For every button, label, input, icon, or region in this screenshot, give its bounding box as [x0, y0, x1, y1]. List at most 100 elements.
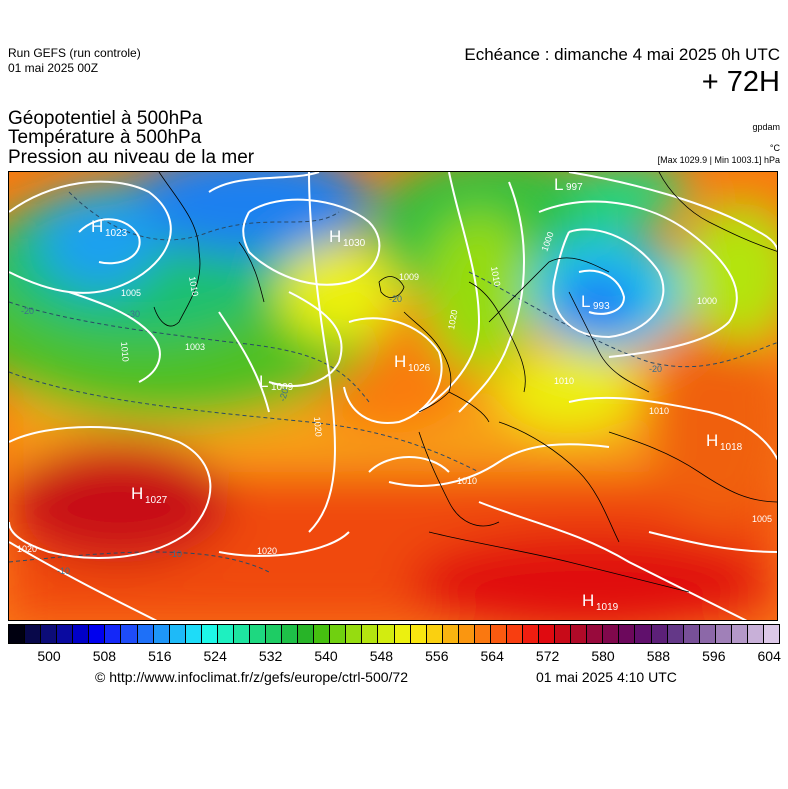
- center-letter-l-4: L: [581, 292, 590, 311]
- isotherm-value-labels: -20 -20 -20 -30 -10 -10 -20: [21, 294, 662, 576]
- isotherms: [9, 191, 777, 573]
- generation-time: 01 mai 2025 4:10 UTC: [536, 669, 677, 685]
- colorbar-swatch: [683, 625, 700, 643]
- isobar-label: 1020: [17, 544, 37, 554]
- coastlines: [153, 172, 777, 593]
- run-model: Run GEFS (run controle): [8, 46, 141, 60]
- colorbar-swatch: [233, 625, 250, 643]
- colorbar-swatch: [763, 625, 779, 643]
- isotherm-label: -20: [21, 306, 34, 316]
- center-letter-h-7: H: [131, 484, 143, 503]
- slp-range: [Max 1029.9 | Min 1003.1] hPa: [657, 155, 780, 165]
- colorbar-swatch: [25, 625, 42, 643]
- isobar-label: 1009: [399, 272, 419, 282]
- colorbar-swatch: [490, 625, 507, 643]
- colorbar-swatch: [73, 625, 90, 643]
- center-value-1: 1023: [105, 228, 128, 239]
- colorbar-swatch: [474, 625, 491, 643]
- colorbar-swatch: [587, 625, 604, 643]
- center-letter-h-2: H: [329, 227, 341, 246]
- center-letter-h-1: H: [91, 217, 103, 236]
- colorbar-swatch: [539, 625, 556, 643]
- colorbar-swatch: [394, 625, 411, 643]
- colorbar-swatch: [121, 625, 138, 643]
- colorbar-tick-label: 604: [757, 648, 781, 664]
- center-value-4: 993: [593, 301, 610, 312]
- colorbar-tick-label: 596: [702, 648, 726, 664]
- colorbar-swatch: [249, 625, 266, 643]
- isobar-label: 1020: [446, 309, 459, 330]
- colorbar-tick-label: 516: [148, 648, 172, 664]
- isobar-label: 1005: [752, 514, 772, 524]
- pressure-center-high: H 1018: [706, 431, 743, 453]
- title-temperature: Température à 500hPa: [8, 127, 202, 148]
- weather-map-svg: H 1023 H 1030 L 997 L 993 L 1009 H 1026: [9, 172, 777, 620]
- colorbar-swatch: [169, 625, 186, 643]
- colorbar: [8, 624, 780, 644]
- colorbar-tick-label: 500: [37, 648, 61, 664]
- isobar-label: 1020: [257, 546, 277, 556]
- colorbar-swatch: [298, 625, 315, 643]
- run-date: 01 mai 2025 00Z: [8, 61, 99, 75]
- valid-time: Echéance : dimanche 4 mai 2025 0h UTC: [464, 45, 780, 64]
- isobar-label: 1020: [312, 416, 324, 437]
- isobar-label: 1010: [649, 406, 669, 416]
- isotherm-label: -10: [169, 549, 182, 559]
- unit-geopotential: gpdam: [752, 122, 780, 132]
- center-letter-h-6: H: [394, 352, 406, 371]
- colorbar-swatch: [282, 625, 299, 643]
- colorbar-swatch: [137, 625, 154, 643]
- colorbar-swatch: [523, 625, 540, 643]
- center-value-6: 1026: [408, 363, 431, 374]
- source-url[interactable]: © http://www.infoclimat.fr/z/gefs/europe…: [95, 669, 409, 685]
- center-value-8: 1018: [720, 442, 743, 453]
- isotherm-label: -20: [277, 387, 290, 402]
- center-value-9: 1019: [596, 602, 619, 613]
- colorbar-tick-label: 548: [369, 648, 394, 664]
- isotherm-label: -30: [127, 309, 140, 319]
- colorbar-swatch: [619, 625, 636, 643]
- isobar-label: 1000: [697, 296, 717, 306]
- colorbar-swatch: [41, 625, 58, 643]
- colorbar-swatch: [747, 625, 764, 643]
- isobar-label: 1010: [489, 266, 502, 287]
- colorbar-swatch: [9, 625, 26, 643]
- geopotential-field: [9, 172, 777, 620]
- colorbar-tick-labels: 500 508 516 524 532 540 548 556 564 572 580 588 596 6…: [8, 648, 781, 666]
- pressure-center-high: H 1030: [329, 227, 366, 249]
- colorbar-swatch: [410, 625, 427, 643]
- colorbar-swatch: [458, 625, 475, 643]
- colorbar-swatch: [362, 625, 379, 643]
- colorbar-swatch: [314, 625, 331, 643]
- colorbar-tick-label: 508: [92, 648, 117, 664]
- colorbar-swatch: [555, 625, 572, 643]
- colorbar-swatch: [699, 625, 716, 643]
- colorbar-swatch: [635, 625, 652, 643]
- colorbar-swatch: [89, 625, 106, 643]
- colorbar-tick-label: 580: [591, 648, 615, 664]
- center-letter-h-8: H: [706, 431, 718, 450]
- isobars: [9, 172, 777, 620]
- isobar-label: 1010: [187, 276, 200, 297]
- center-value-7: 1027: [145, 495, 168, 506]
- center-letter-l-5: L: [259, 372, 268, 391]
- pressure-center-high: H 1027: [131, 484, 168, 506]
- colorbar-swatch: [715, 625, 732, 643]
- colorbar-swatch: [330, 625, 347, 643]
- colorbar-tick-label: 572: [535, 648, 560, 664]
- pressure-center-high: H 1019: [582, 591, 619, 613]
- pressure-center-low: L 993: [581, 292, 610, 312]
- colorbar-tick-label: 540: [314, 648, 338, 664]
- pressure-center-high: H 1023: [91, 217, 128, 239]
- colorbar-swatch: [731, 625, 748, 643]
- title-geopotential: Géopotentiel à 500hPa: [8, 108, 203, 129]
- isobar-label: 1003: [185, 342, 205, 352]
- colorbar-tick-label: 588: [646, 648, 671, 664]
- colorbar-tick-label: 556: [425, 648, 449, 664]
- center-value-2: 1030: [343, 238, 366, 249]
- pressure-center-low: L 997: [554, 175, 583, 194]
- colorbar-swatch: [217, 625, 234, 643]
- pressure-center-low: L 1009: [259, 372, 294, 393]
- colorbar-swatch: [346, 625, 363, 643]
- pressure-center-labels: H 1023 H 1030 L 997 L 993 L 1009 H 1026: [91, 175, 743, 613]
